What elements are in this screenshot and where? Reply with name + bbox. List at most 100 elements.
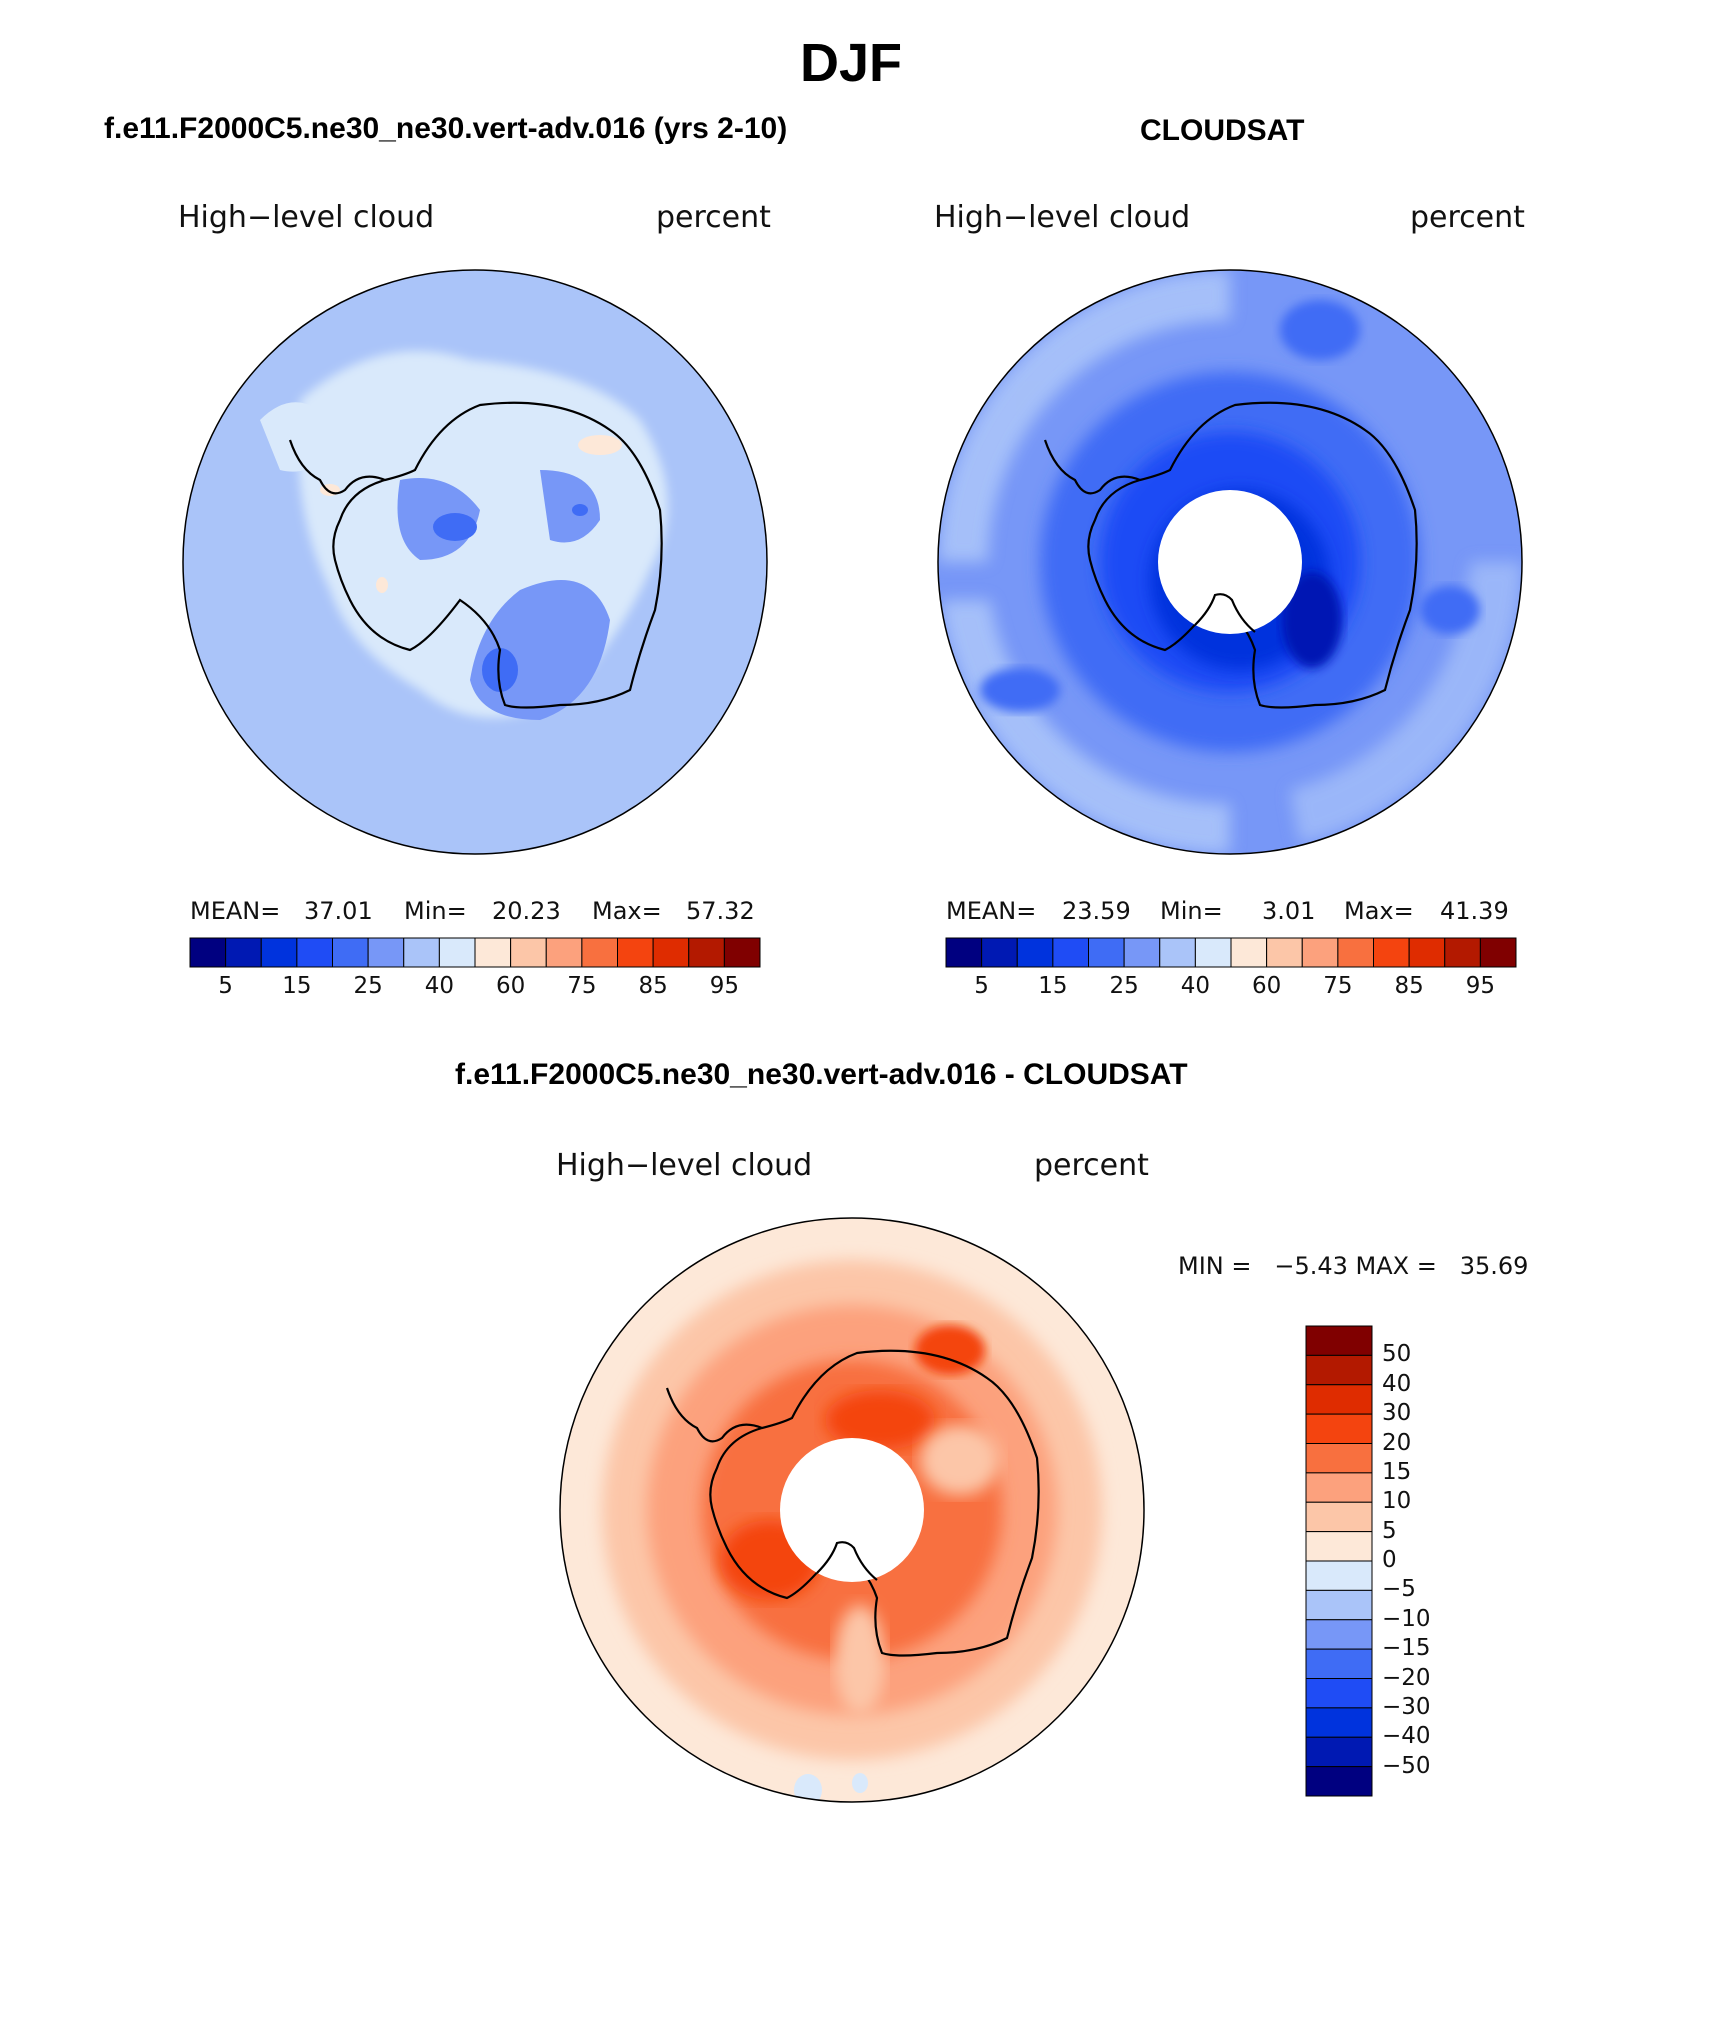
- obs-outer-light-ring: [938, 270, 1230, 562]
- model-min-label: Min=: [404, 897, 467, 925]
- obs-colorbar-swatch: [1301, 937, 1339, 968]
- model-colorbar-tick-label: 75: [567, 973, 597, 999]
- diff-colorbar-tick-label: 40: [1382, 1370, 1412, 1397]
- obs-colorbar: [945, 937, 1517, 968]
- diff-colorbar-swatch: [1305, 1384, 1373, 1415]
- obs-colorbar-swatch: [1337, 937, 1374, 968]
- diff-colorbar-swatch: [1305, 1678, 1373, 1709]
- obs-hole-coast: [1194, 593, 1256, 633]
- diff-colorbar-tick-label: −15: [1382, 1635, 1431, 1662]
- obs-colorbar-tick-label: 40: [1180, 973, 1211, 999]
- diff-hole-coast: [816, 1541, 878, 1581]
- obs-coastline: [1087, 401, 1418, 709]
- diff-neg-patch-3: [852, 1773, 868, 1793]
- obs-colorbar-swatch: [1266, 937, 1303, 968]
- obs-colorbar-swatch: [1444, 937, 1481, 968]
- model-colorbar-swatch: [474, 937, 512, 968]
- obs-colorbar-tick-label: 85: [1394, 973, 1424, 999]
- model-colorbar-swatch: [652, 937, 690, 968]
- diff-colorbar-tick-label: 50: [1382, 1341, 1412, 1368]
- diff-colorbar-tick-label: 10: [1382, 1488, 1412, 1515]
- model-colorbar-swatch: [617, 937, 654, 968]
- diff-map: [560, 1218, 1144, 1802]
- diff-hot-2: [825, 1390, 935, 1450]
- diff-colorbar-swatch: [1305, 1531, 1373, 1562]
- diff-colorbar-tick-label: −10: [1382, 1605, 1431, 1632]
- diff-colorbar-swatch: [1305, 1589, 1373, 1621]
- model-panel-title: f.e11.F2000C5.ne30_ne30.vert-adv.016 (yr…: [104, 112, 788, 145]
- model-mean-label: MEAN=: [190, 897, 281, 925]
- obs-field-label: High−level cloud: [934, 200, 1191, 235]
- model-colorbar-swatch: [189, 937, 227, 968]
- diff-colorbar-swatch: [1305, 1707, 1373, 1738]
- diff-colorbar-tick-label: −30: [1382, 1693, 1431, 1720]
- page-title: DJF: [800, 33, 903, 93]
- model-colorbar-tick-label: 5: [218, 973, 233, 999]
- diff-colorbar-swatch: [1305, 1354, 1373, 1386]
- obs-colorbar-tick-label: 60: [1251, 973, 1282, 999]
- diff-colorbar-tick-label: −50: [1382, 1752, 1431, 1779]
- diff-colorbar-swatch: [1305, 1619, 1373, 1650]
- model-colorbar-swatch: [510, 937, 547, 968]
- obs-units-label: percent: [1410, 200, 1525, 235]
- obs-max-label: Max=: [1344, 897, 1414, 925]
- model-colorbar-swatch: [581, 937, 618, 968]
- model-colorbar-swatch: [688, 937, 725, 968]
- model-colorbar-swatch: [260, 937, 298, 968]
- model-colorbar-tick-label: 95: [709, 973, 740, 999]
- obs-outer-light-ring-3: [1290, 562, 1522, 844]
- obs-colorbar-tick-label: 25: [1109, 973, 1139, 999]
- model-max-value: 57.32: [686, 897, 755, 925]
- obs-peninsula-coast: [1043, 439, 1141, 495]
- model-units-label: percent: [656, 200, 771, 235]
- model-colorbar-tick-label: 85: [638, 973, 668, 999]
- model-colorbar-swatch: [438, 937, 476, 968]
- model-dark-blob-1: [433, 513, 477, 541]
- obs-max-value: 41.39: [1440, 897, 1509, 925]
- diff-colorbar-swatch: [1305, 1736, 1373, 1768]
- diff-neg-patch-2: [568, 1310, 592, 1330]
- diff-colorbar-swatch: [1305, 1648, 1373, 1679]
- diff-map-border: [559, 1217, 1145, 1803]
- diff-colorbar-tick-label: 30: [1382, 1400, 1412, 1427]
- obs-colorbar-tick-label: 5: [974, 973, 989, 999]
- diff-colorbar-tick-label: −5: [1382, 1576, 1416, 1603]
- model-warm-blob-1: [578, 435, 622, 455]
- obs-min-label: Min=: [1160, 897, 1223, 925]
- obs-colorbar-swatch: [1194, 937, 1232, 968]
- diff-units-label: percent: [1034, 1148, 1149, 1183]
- model-colorbar-swatch: [332, 937, 369, 968]
- obs-colorbar-swatch: [1408, 937, 1446, 968]
- diff-colorbar-swatch: [1305, 1413, 1373, 1444]
- obs-colorbar-tick-label: 15: [1038, 973, 1068, 999]
- model-warm-blob-3: [376, 577, 388, 593]
- model-dark-blob-3: [572, 504, 588, 516]
- model-colorbar-swatch: [403, 937, 440, 968]
- diff-colorbar-swatch: [1305, 1501, 1373, 1533]
- model-colorbar-tick-label: 40: [424, 973, 455, 999]
- diff-colorbar-tick-label: 0: [1382, 1547, 1397, 1573]
- obs-colorbar-swatch: [1230, 937, 1268, 968]
- model-max-label: Max=: [592, 897, 662, 925]
- obs-colorbar-swatch: [1052, 937, 1089, 968]
- diff-colorbar: [1305, 1325, 1373, 1797]
- model-colorbar-swatch: [545, 937, 583, 968]
- obs-colorbar-tick-label: 75: [1323, 973, 1353, 999]
- model-colorbar-tick-label: 15: [282, 973, 312, 999]
- obs-colorbar-swatch: [1016, 937, 1054, 968]
- obs-map: [938, 270, 1522, 854]
- diff-colorbar-swatch: [1305, 1443, 1373, 1474]
- diff-colorbar-tick-label: −20: [1382, 1664, 1431, 1691]
- diff-panel-title: f.e11.F2000C5.ne30_ne30.vert-adv.016 - C…: [455, 1058, 1188, 1091]
- obs-patch-3: [1420, 586, 1480, 634]
- obs-colorbar-swatch: [945, 937, 983, 968]
- model-coastline: [332, 401, 663, 709]
- obs-patch-1: [980, 668, 1060, 712]
- obs-colorbar-tick-label: 95: [1465, 973, 1496, 999]
- obs-min-blob: [1282, 572, 1342, 668]
- obs-colorbar-swatch: [1479, 937, 1517, 968]
- diff-colorbar-tick-label: 20: [1382, 1429, 1412, 1456]
- diff-minmax-text: MIN = −5.43 MAX = 35.69: [1178, 1252, 1529, 1280]
- model-colorbar-tick-label: 60: [495, 973, 526, 999]
